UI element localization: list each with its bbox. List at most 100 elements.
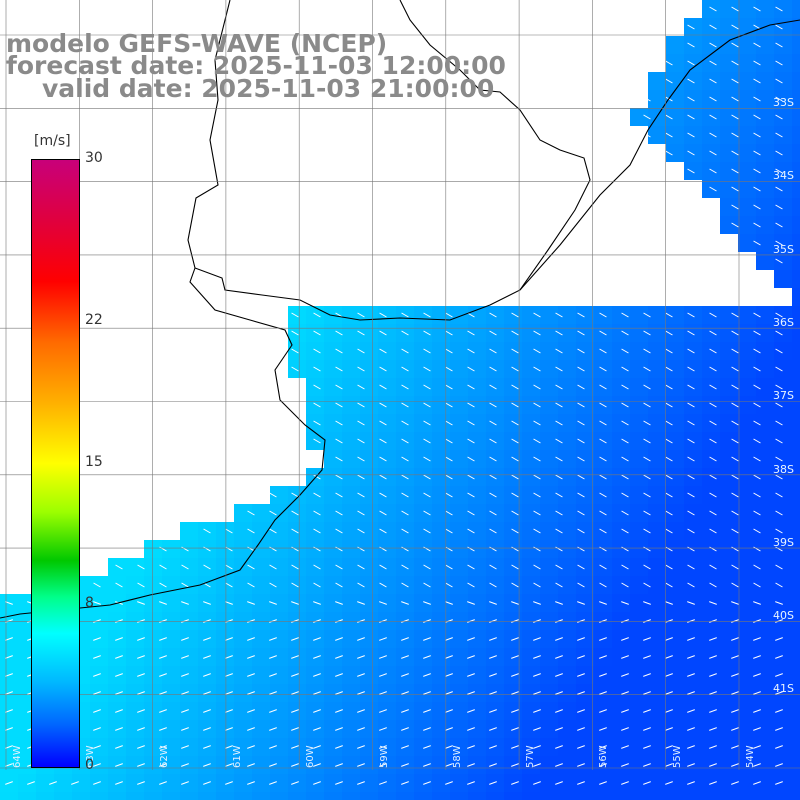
wind-speed-cell (720, 126, 738, 144)
wind-speed-cell (432, 522, 450, 540)
wind-arrow (643, 745, 651, 749)
latitude-label: 40S (773, 609, 794, 623)
wind-arrow (555, 582, 563, 588)
wind-speed-cell (684, 702, 702, 720)
wind-speed-cell (630, 450, 648, 468)
wind-speed-cell (792, 0, 800, 18)
wind-speed-cell (360, 594, 378, 612)
wind-arrow (423, 637, 431, 641)
wind-speed-cell (162, 630, 180, 648)
wind-speed-cell (792, 198, 800, 216)
wind-speed-cell (180, 666, 198, 684)
wind-arrow (511, 438, 519, 444)
wind-speed-cell (540, 630, 558, 648)
wind-arrow (445, 727, 453, 731)
wind-speed-cell (630, 594, 648, 612)
wind-speed-cell (342, 792, 360, 800)
wind-speed-cell (756, 486, 774, 504)
wind-arrow (401, 492, 409, 498)
wind-speed-cell (702, 414, 720, 432)
wind-arrow (731, 637, 739, 641)
wind-speed-cell (630, 522, 648, 540)
wind-speed-cell (666, 558, 684, 576)
wind-speed-cell (378, 450, 396, 468)
wind-speed-cell (324, 360, 342, 378)
wind-speed-cell (144, 630, 162, 648)
wind-arrow (555, 637, 563, 641)
wind-arrow (643, 763, 651, 767)
wind-arrow (599, 655, 607, 659)
wind-arrow (423, 691, 431, 695)
wind-speed-cell (576, 360, 594, 378)
wind-speed-cell (486, 774, 504, 792)
wind-arrow (423, 546, 431, 552)
wind-arrow (181, 601, 189, 605)
wind-arrow (247, 582, 255, 588)
wind-arrow (665, 601, 673, 605)
wind-arrow (533, 330, 541, 336)
wind-speed-cell (702, 594, 720, 612)
wind-speed-cell (234, 612, 252, 630)
wind-speed-cell (648, 774, 666, 792)
wind-speed-cell (468, 468, 486, 486)
wind-arrow (687, 709, 695, 713)
wind-speed-cell (378, 360, 396, 378)
wind-speed-cell (774, 306, 792, 324)
wind-arrow (467, 528, 475, 534)
wind-arrow (621, 402, 629, 408)
wind-arrow (269, 510, 277, 516)
wind-speed-cell (324, 594, 342, 612)
wind-arrow (379, 709, 387, 713)
wind-arrow (577, 546, 585, 552)
wind-speed-cell (738, 774, 756, 792)
wind-arrow (313, 330, 321, 336)
wind-speed-cell (612, 450, 630, 468)
wind-speed-cell (522, 522, 540, 540)
wind-arrow (753, 132, 761, 138)
wind-speed-cell (216, 522, 234, 540)
wind-arrow (687, 474, 695, 480)
wind-arrow (511, 420, 519, 426)
wind-arrow (775, 384, 783, 390)
wind-arrow (709, 348, 717, 354)
wind-speed-cell (756, 90, 774, 108)
wind-speed-cell (324, 522, 342, 540)
wind-speed-cell (720, 738, 738, 756)
wind-speed-cell (720, 666, 738, 684)
wind-speed-cell (306, 306, 324, 324)
wind-arrow (401, 673, 409, 677)
wind-arrow (357, 763, 365, 767)
wind-arrow (467, 402, 475, 408)
wind-speed-cell (774, 576, 792, 594)
wind-arrow (599, 546, 607, 552)
wind-arrow (731, 60, 739, 66)
wind-speed-cell (702, 432, 720, 450)
wind-speed-cell (738, 144, 756, 162)
wind-arrow (269, 691, 277, 695)
wind-arrow (731, 474, 739, 480)
wind-speed-cell (792, 612, 800, 630)
wind-speed-cell (522, 702, 540, 720)
wind-speed-cell (504, 360, 522, 378)
wind-speed-cell (432, 378, 450, 396)
wind-arrow (533, 673, 541, 677)
wind-arrow (533, 655, 541, 659)
wind-arrow (753, 384, 761, 390)
wind-speed-cell (432, 504, 450, 522)
wind-arrow (489, 655, 497, 659)
wind-speed-cell (630, 360, 648, 378)
wind-arrow (687, 150, 695, 156)
wind-arrow (687, 601, 695, 605)
wind-arrow (687, 655, 695, 659)
wind-arrow (533, 384, 541, 390)
wind-speed-cell (720, 162, 738, 180)
wind-arrow (181, 727, 189, 731)
wind-speed-cell (306, 720, 324, 738)
wind-speed-cell (792, 504, 800, 522)
wind-arrow (577, 637, 585, 641)
wind-arrow (511, 330, 519, 336)
wind-speed-cell (234, 792, 252, 800)
wind-arrow (247, 564, 255, 570)
wind-arrow (137, 582, 145, 588)
wind-speed-cell (468, 504, 486, 522)
